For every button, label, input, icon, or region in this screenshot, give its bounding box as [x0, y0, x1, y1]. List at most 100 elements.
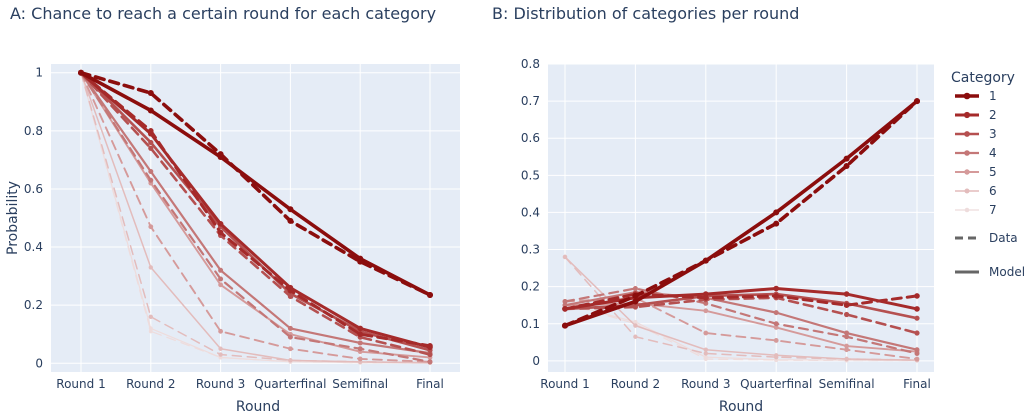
- panel-b-point-cat-4-data: [632, 286, 638, 292]
- panel-a-series-line-cat-2-data: [79, 71, 432, 348]
- panel-a-point-cat-3-data: [427, 351, 433, 358]
- legend-item-category-1[interactable]: 1: [955, 89, 997, 103]
- panel-a-x-tick-label: Semifinal: [332, 377, 388, 391]
- panel-b-point-cat-5-data: [703, 330, 709, 336]
- panel-b-point-cat-2-model: [914, 306, 920, 312]
- legend-item-category-6[interactable]: 6: [955, 184, 997, 198]
- panel-b-y-tick-label: 0.5: [521, 168, 540, 182]
- panel-b-series-line-cat-7-data: [564, 302, 918, 362]
- panel-b-point-cat-1-data: [702, 257, 709, 264]
- panel-b-series: [562, 98, 920, 363]
- panel-a-series-line-cat-7-data: [80, 72, 431, 364]
- panel-b-point-cat-2-data: [914, 293, 920, 299]
- panel-a-point-cat-2-data: [148, 128, 154, 134]
- legend-swatch-marker: [964, 150, 970, 156]
- panel-a-point-cat-1-data: [357, 258, 364, 265]
- panel-a-series-line-cat-2-model: [79, 71, 432, 349]
- legend-item-category-4[interactable]: 4: [955, 146, 997, 160]
- panel-b-point-cat-4-model: [844, 330, 850, 336]
- panel-b-point-cat-5-data: [773, 338, 779, 343]
- legend-swatch-marker: [964, 207, 970, 213]
- panel-b-x-tick-label: Round 1: [540, 377, 589, 391]
- panel-a-point-cat-5-data: [288, 346, 293, 352]
- panel-b-point-cat-2-data: [703, 294, 709, 301]
- legend-item-category-5[interactable]: 5: [955, 165, 997, 179]
- panel-b-series-line-cat-1-model: [563, 99, 919, 328]
- legend-label-category: 6: [989, 184, 997, 198]
- panel-b-point-cat-4-data: [562, 298, 568, 304]
- panel-b-y-tick-label: 0.4: [521, 205, 540, 219]
- panel-b-title: B: Distribution of categories per round: [492, 4, 799, 23]
- legend-swatch-marker: [963, 92, 971, 100]
- panel-b-x-tick-label: Final: [903, 377, 931, 391]
- panel-a-point-cat-4-model: [357, 340, 363, 346]
- panel-a-point-cat-1-model: [147, 107, 154, 114]
- panel-a-point-cat-2-data: [427, 343, 433, 349]
- panel-a-point-cat-2-data: [357, 331, 364, 338]
- panel-a-y-tick-label: 0.2: [24, 298, 43, 312]
- panel-b-point-cat-6-data: [703, 351, 708, 356]
- panel-a-point-cat-3-data: [148, 145, 154, 151]
- panel-b-y-tick-label: 0: [532, 354, 540, 368]
- panel-a-point-cat-2-data: [287, 287, 294, 294]
- panel-b-series-line-cat-6-data: [564, 256, 918, 361]
- panel-a-y-tick-label: 0: [35, 356, 43, 370]
- panel-a: A: Chance to reach a certain round for e…: [5, 4, 460, 414]
- panel-a-point-cat-5-model: [218, 282, 224, 288]
- panel-b-point-cat-2-model: [773, 285, 779, 292]
- panel-a-point-cat-5-data: [357, 356, 363, 362]
- legend-title: Category: [951, 70, 1015, 86]
- panel-b-point-cat-4-data: [703, 300, 709, 306]
- legend-item-category-7[interactable]: 7: [955, 203, 997, 217]
- panel-a-point-cat-4-data: [287, 334, 293, 340]
- panel-a-series-line-cat-6-data: [80, 71, 431, 364]
- panel-b-point-cat-3-data: [632, 304, 639, 310]
- panel-a-y-tick-label: 0.6: [24, 182, 43, 196]
- panel-b-point-cat-1-data: [632, 292, 639, 299]
- panel-a-point-cat-2-model: [217, 221, 224, 227]
- panel-a-x-axis-title: Round: [236, 399, 280, 414]
- panel-a-point-cat-5-data: [148, 224, 154, 230]
- panel-a-point-cat-6-data: [288, 358, 293, 363]
- panel-b-point-cat-6-model: [633, 323, 638, 328]
- legend-label-category: 1: [989, 89, 997, 103]
- panel-b-point-cat-4-data: [914, 350, 920, 356]
- panel-b: B: Distribution of categories per round …: [492, 4, 934, 414]
- legend-item-category-3[interactable]: 3: [955, 127, 997, 141]
- panel-a-y-axis-title: Probability: [5, 181, 21, 255]
- panel-b-point-cat-2-model: [843, 291, 850, 297]
- panel-a-series-line-cat-5-model: [80, 71, 431, 359]
- panel-b-y-tick-label: 0.3: [521, 243, 540, 257]
- panel-a-x-tick-label: Round 1: [56, 377, 105, 391]
- legend-item-category-2[interactable]: 2: [955, 108, 997, 122]
- panel-a-series-line-cat-4-model: [79, 71, 432, 355]
- panel-b-y-tick-label: 0.2: [521, 280, 540, 294]
- legend-item-data[interactable]: Data: [955, 231, 1018, 245]
- panel-a-x-tick-label: Quarterfinal: [254, 377, 326, 391]
- panel-b-point-cat-5-data: [914, 356, 920, 362]
- legend-swatch-marker: [963, 111, 971, 119]
- panel-a-series: [78, 69, 433, 365]
- panel-b-x-tick-label: Round 3: [681, 377, 730, 391]
- panel-a-series-line-cat-1-data: [79, 70, 432, 297]
- legend-item-model[interactable]: Model: [955, 265, 1024, 279]
- panel-b-point-cat-6-data: [844, 356, 849, 362]
- panel-b-point-cat-6-model: [703, 347, 708, 352]
- panel-a-y-ticks: 0 0.2 0.4 0.6 0.8 1: [24, 66, 43, 371]
- panel-b-y-tick-label: 0.7: [521, 94, 540, 108]
- panel-b-point-cat-2-data: [562, 306, 568, 312]
- panel-b-point-cat-1-data: [843, 163, 850, 170]
- panel-b-point-cat-7-data: [774, 358, 779, 363]
- legend-label-data: Data: [989, 231, 1018, 245]
- panel-b-point-cat-4-model: [914, 347, 920, 353]
- panel-a-x-tick-label: Final: [416, 377, 444, 391]
- panel-a-point-cat-1-data: [217, 151, 224, 158]
- panel-a-point-cat-6-model: [148, 265, 153, 270]
- panel-b-x-tick-label: Round 2: [611, 377, 660, 391]
- panel-a-point-cat-4-model: [148, 169, 154, 175]
- panel-a-point-cat-6-data: [148, 314, 153, 319]
- legend-label-category: 2: [989, 108, 997, 122]
- panel-b-point-cat-1-data: [562, 322, 568, 329]
- panel-b-point-cat-2-data: [773, 293, 779, 299]
